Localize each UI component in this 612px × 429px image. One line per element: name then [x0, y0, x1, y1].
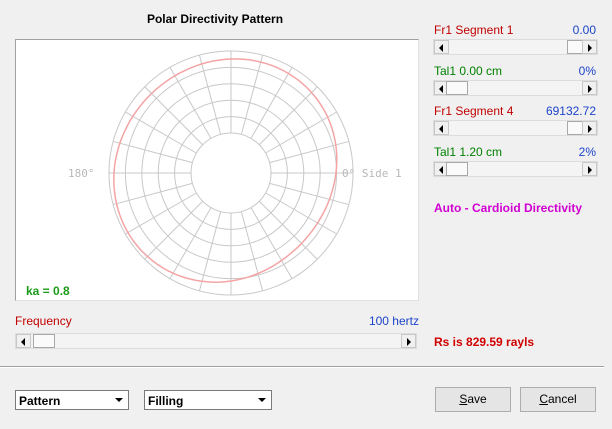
control-label: Tal1 1.20 cm: [434, 145, 503, 159]
spoke: [169, 207, 212, 279]
ring: [174, 116, 288, 230]
scroll-right[interactable]: [401, 334, 416, 348]
frequency-label: Frequency: [15, 314, 72, 328]
cancel-button[interactable]: Cancel: [520, 387, 596, 412]
scroll-right[interactable]: [582, 81, 597, 95]
spoke: [198, 55, 222, 135]
control-label: Fr1 Segment 1: [434, 23, 514, 37]
spoke: [250, 207, 293, 279]
spoke: [269, 182, 349, 206]
spoke: [265, 111, 337, 154]
polar-graph: [108, 50, 354, 296]
spoke: [258, 200, 318, 260]
dropdown[interactable]: Filling: [144, 390, 272, 410]
scroll-left[interactable]: [434, 40, 449, 54]
scroll-right[interactable]: [582, 121, 597, 135]
control-label: Tal1 0.00 cm: [434, 64, 503, 78]
spoke: [240, 211, 264, 291]
spoke: [258, 86, 318, 146]
spoke: [144, 86, 204, 146]
frequency-value: 100 hertz: [368, 314, 419, 328]
spoke: [125, 192, 197, 235]
angle-label: 0° Side 1: [342, 167, 402, 180]
dropdown[interactable]: Pattern: [15, 390, 129, 410]
spoke: [113, 182, 193, 206]
title: Polar Directivity Pattern: [146, 12, 284, 26]
ring: [141, 83, 321, 263]
button-text: Cancel: [539, 392, 577, 406]
control-slider[interactable]: [433, 39, 598, 55]
control-value: 69132.72: [545, 104, 596, 118]
control-slider[interactable]: [433, 120, 598, 136]
control-value: 0%: [578, 64, 596, 78]
ring: [108, 50, 354, 296]
frequency-slider[interactable]: [15, 333, 417, 349]
control-value: 0.00: [572, 23, 596, 37]
ka-label: ka = 0.8: [26, 284, 70, 298]
control-value: 2%: [578, 145, 596, 159]
spoke: [169, 67, 212, 139]
control-slider[interactable]: [433, 80, 598, 96]
polar-plot: 180° 0° Side 1 ka = 0.8: [15, 39, 419, 301]
scroll-left[interactable]: [16, 334, 31, 348]
spoke: [240, 55, 264, 135]
ring: [190, 132, 272, 214]
scroll-right[interactable]: [582, 162, 597, 176]
rs-label: Rs is 829.59 rayls: [434, 335, 535, 349]
button-text: Save: [459, 392, 487, 406]
spoke: [113, 140, 193, 164]
control-label: Fr1 Segment 4: [434, 104, 514, 118]
angle-label: 180°: [68, 167, 95, 180]
spoke: [265, 192, 337, 235]
spoke: [125, 111, 197, 154]
slider-thumb[interactable]: [33, 334, 55, 348]
scroll-left[interactable]: [434, 121, 449, 135]
ring: [157, 99, 305, 247]
slider-thumb[interactable]: [446, 81, 468, 95]
mode-label: Auto - Cardioid Directivity: [434, 201, 583, 215]
spoke: [198, 211, 222, 291]
separator: [0, 366, 604, 368]
slider-thumb[interactable]: [446, 162, 468, 176]
pattern-curve: [113, 58, 338, 283]
spoke: [250, 67, 293, 139]
spoke: [144, 200, 204, 260]
save-button[interactable]: Save: [435, 387, 511, 412]
control-slider[interactable]: [433, 161, 598, 177]
scroll-right[interactable]: [582, 40, 597, 54]
